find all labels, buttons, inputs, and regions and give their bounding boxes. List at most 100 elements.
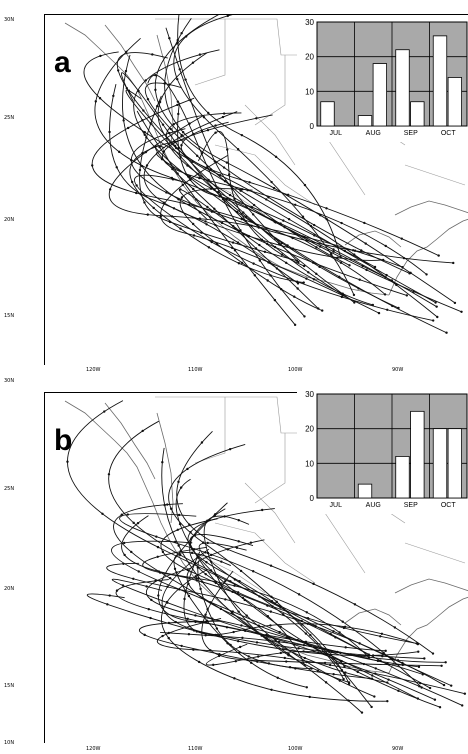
track-point: [338, 275, 341, 279]
track-point: [234, 659, 237, 663]
track-point: [265, 198, 268, 201]
track-point: [296, 282, 300, 285]
track-point: [338, 679, 342, 682]
track-point: [198, 176, 201, 180]
storm-track: [121, 72, 344, 296]
track-point: [417, 665, 421, 669]
track-point: [360, 249, 363, 252]
track-point: [249, 661, 253, 664]
track-point: [266, 279, 269, 282]
track-point: [401, 266, 404, 269]
bar: [320, 101, 335, 127]
x-tick-label: AUG: [366, 130, 381, 137]
track-point: [270, 688, 273, 691]
track-point: [210, 553, 213, 557]
track-point: [192, 187, 195, 191]
track-point: [178, 68, 181, 71]
track-point: [384, 276, 387, 279]
track-point: [135, 191, 138, 195]
track-point: [293, 295, 296, 298]
track-point: [397, 689, 400, 692]
storm-track: [157, 502, 436, 701]
lat-label: 20N: [4, 217, 15, 223]
track-point: [143, 130, 146, 134]
track-point: [240, 217, 243, 221]
track-point: [306, 616, 310, 620]
track-point: [327, 650, 331, 653]
x-tick-label: JUL: [330, 130, 343, 137]
track-point: [179, 486, 183, 489]
track-point: [294, 203, 297, 206]
track-point: [172, 123, 176, 126]
storm-track: [162, 114, 427, 275]
track-point: [177, 146, 180, 150]
track-point: [177, 480, 180, 484]
track-point: [341, 292, 344, 295]
track-point: [284, 261, 288, 265]
x-tick-label: JUL: [330, 502, 343, 509]
track-point: [286, 193, 290, 196]
track-point: [112, 94, 115, 98]
track-point: [353, 249, 357, 252]
track-point: [344, 646, 347, 649]
track-point: [108, 188, 112, 191]
track-point: [305, 277, 308, 280]
track-point: [340, 668, 344, 672]
track-point: [191, 61, 195, 64]
track-point: [123, 553, 126, 557]
storm-track: [106, 562, 445, 686]
lat-label: 30N: [4, 17, 15, 23]
track-point: [266, 604, 269, 607]
track-point: [384, 244, 387, 248]
storm-track: [139, 95, 298, 262]
track-point: [460, 310, 463, 313]
track-point: [177, 513, 181, 517]
storm-track: [189, 534, 441, 708]
storm-track: [198, 131, 305, 267]
track-point: [193, 548, 196, 551]
track-point: [180, 144, 183, 147]
track-point: [94, 100, 97, 103]
track-point: [251, 570, 255, 573]
storm-track: [156, 618, 465, 695]
track-point: [166, 503, 169, 506]
track-point: [187, 594, 191, 598]
track-point: [312, 278, 316, 281]
track-point: [180, 644, 183, 648]
track-point: [184, 35, 188, 38]
track-point: [143, 201, 146, 204]
track-point: [303, 183, 307, 187]
track-point: [433, 698, 437, 701]
storm-track: [160, 632, 423, 675]
track-point: [66, 460, 69, 463]
track-point: [106, 603, 109, 606]
track-point: [341, 620, 344, 623]
track-point: [178, 553, 182, 557]
track-point: [184, 78, 187, 81]
track-point: [385, 273, 388, 277]
track-point: [302, 264, 306, 268]
track-point: [435, 305, 438, 308]
bar: [357, 115, 373, 127]
track-point: [219, 174, 222, 177]
track-point: [316, 669, 320, 672]
track-point: [180, 135, 183, 138]
track-point: [223, 180, 227, 183]
bar: [372, 63, 387, 127]
track-point: [205, 223, 208, 226]
track-point: [189, 178, 192, 182]
track-point: [107, 473, 111, 476]
track-point: [239, 569, 243, 573]
track-point: [236, 241, 240, 244]
track-point: [156, 555, 159, 559]
track-point: [401, 663, 404, 667]
lat-label: 20N: [4, 586, 15, 592]
track-point: [438, 706, 442, 709]
y-tick-label: 10: [305, 459, 314, 468]
storm-track: [94, 37, 437, 308]
track-point: [135, 184, 138, 187]
track-point: [400, 237, 403, 240]
track-point: [249, 541, 253, 544]
track-point: [317, 649, 320, 652]
track-point: [168, 131, 171, 135]
